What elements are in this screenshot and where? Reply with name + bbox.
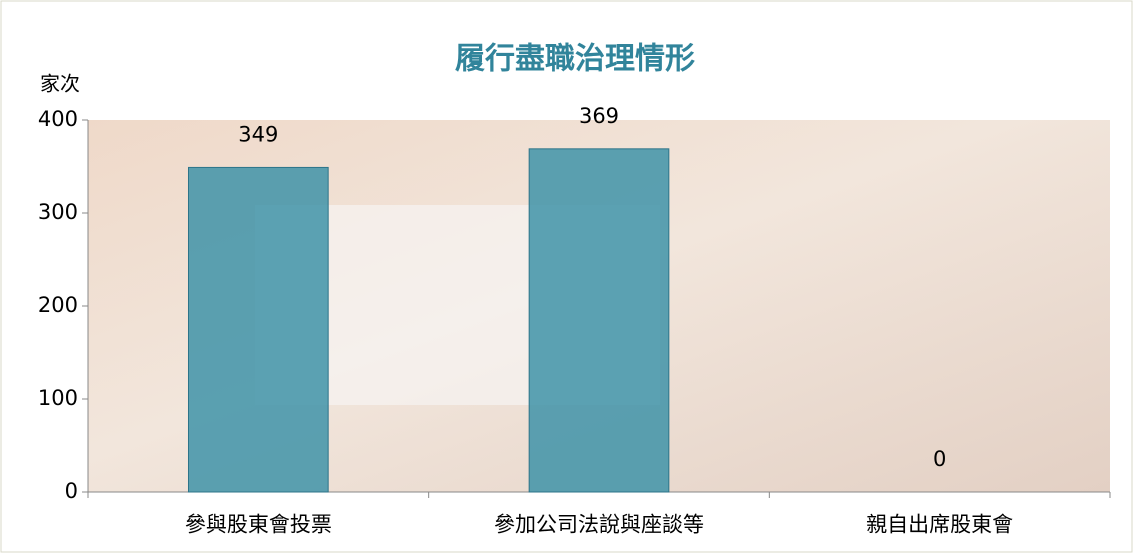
y-axis-label: 家次: [40, 72, 80, 96]
chart-title: 履行盡職治理情形: [455, 42, 695, 77]
y-tick-label: 400: [38, 107, 78, 131]
y-tick-label: 300: [38, 200, 78, 224]
x-tick-label: 親自出席股東會: [866, 513, 1013, 537]
data-label: 349: [238, 122, 278, 146]
y-tick-label: 0: [65, 479, 78, 503]
y-tick-label: 100: [38, 386, 78, 410]
bar: [187, 166, 329, 493]
data-label: 0: [933, 447, 946, 471]
y-tick-label: 200: [38, 293, 78, 317]
bar: [528, 148, 670, 493]
x-tick-label: 參加公司法說與座談等: [494, 513, 704, 537]
data-label: 369: [579, 104, 619, 128]
x-tick-label: 參與股東會投票: [185, 513, 332, 537]
